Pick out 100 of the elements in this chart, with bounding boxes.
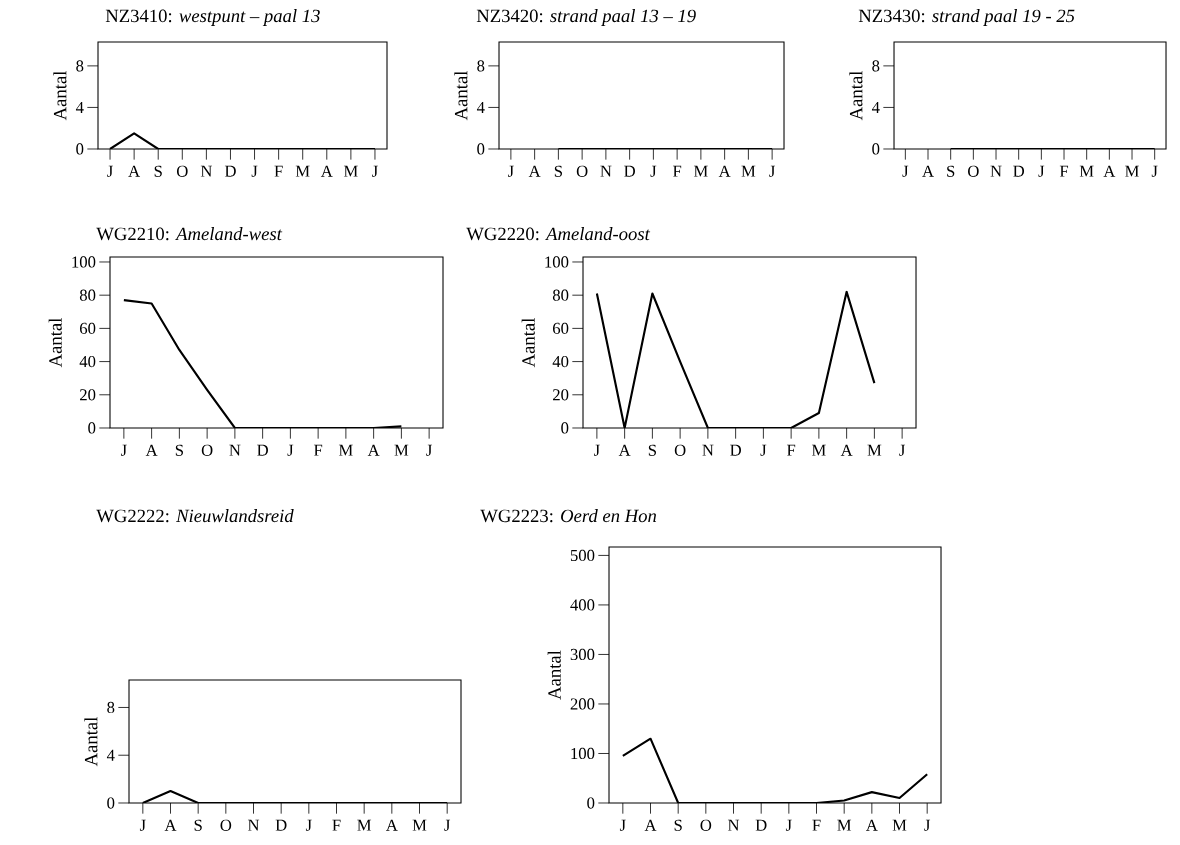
- x-tick-label: N: [990, 165, 1002, 177]
- y-axis-title: Aantal: [84, 716, 98, 767]
- x-tick-label: F: [786, 444, 796, 456]
- x-tick-label: O: [968, 165, 979, 177]
- x-tick-label: J: [251, 165, 258, 177]
- y-tick-label: 80: [552, 289, 569, 301]
- x-tick-label: M: [295, 165, 310, 177]
- x-tick-label: D: [224, 165, 236, 177]
- x-tick-label: M: [1079, 165, 1094, 177]
- x-tick-label: A: [528, 165, 541, 177]
- y-tick-label: 40: [552, 355, 569, 368]
- y-tick-label: 60: [553, 322, 569, 335]
- x-tick-label: O: [700, 819, 712, 831]
- x-tick-label: M: [412, 819, 427, 831]
- x-tick-label: D: [275, 819, 287, 831]
- x-tick-label: O: [176, 165, 188, 177]
- x-tick-label: D: [755, 819, 767, 831]
- y-tick-label: 100: [571, 747, 595, 760]
- x-tick-label: A: [840, 444, 853, 456]
- y-tick-label: 4: [476, 101, 485, 113]
- x-tick-label: J: [426, 444, 433, 456]
- x-tick-label: J: [287, 444, 294, 456]
- y-tick-label: 200: [570, 698, 595, 710]
- y-tick-label: 40: [79, 355, 96, 368]
- x-tick-label: J: [1038, 165, 1045, 177]
- x-tick-label: N: [200, 165, 213, 177]
- x-tick-label: A: [320, 165, 333, 177]
- x-tick-label: M: [343, 165, 358, 177]
- x-tick-label: A: [385, 819, 398, 831]
- x-tick-label: M: [338, 444, 353, 456]
- x-tick-label: N: [727, 819, 740, 831]
- x-tick-label: F: [332, 819, 341, 831]
- x-tick-label: J: [1151, 165, 1158, 177]
- x-tick-label: O: [576, 165, 588, 177]
- x-tick-label: S: [554, 165, 562, 177]
- x-tick-label: J: [305, 819, 312, 831]
- y-tick-label: 100: [545, 256, 569, 268]
- x-tick-label: N: [229, 444, 241, 456]
- x-tick-label: A: [618, 444, 631, 456]
- x-tick-label: S: [194, 819, 202, 831]
- x-tick-label: F: [812, 819, 821, 831]
- y-tick-label: 8: [477, 60, 485, 72]
- chart-title: NZ3410: westpunt – paal 13: [105, 9, 320, 26]
- x-tick-label: J: [139, 819, 146, 831]
- y-tick-label: 0: [107, 797, 115, 809]
- x-tick-label: A: [164, 819, 177, 831]
- y-tick-label: 80: [79, 289, 96, 301]
- x-tick-label: A: [865, 819, 878, 831]
- y-tick-label: 100: [72, 256, 96, 268]
- x-tick-label: A: [128, 165, 141, 177]
- y-axis-title: Aantal: [521, 317, 535, 368]
- x-tick-label: A: [718, 165, 731, 177]
- x-tick-label: A: [367, 444, 380, 456]
- x-tick-label: J: [899, 444, 906, 456]
- chart-title: NZ3430: strand paal 19 - 25: [858, 9, 1075, 26]
- y-tick-label: 0: [587, 797, 595, 809]
- y-tick-label: 0: [88, 422, 96, 434]
- x-tick-label: S: [947, 165, 955, 177]
- x-tick-label: J: [508, 165, 514, 177]
- chart-title: WG2210: Ameland-west: [96, 227, 283, 241]
- chart-title: WG2220: Ameland-oost: [466, 227, 651, 241]
- y-tick-label: 20: [553, 389, 569, 401]
- y-tick-label: 0: [477, 143, 485, 155]
- x-tick-label: S: [154, 165, 162, 177]
- x-tick-label: D: [257, 444, 268, 456]
- x-tick-label: J: [924, 819, 931, 831]
- y-tick-label: 8: [76, 60, 84, 72]
- x-tick-label: M: [1125, 165, 1139, 177]
- x-tick-label: D: [1013, 165, 1025, 177]
- x-tick-label: S: [648, 444, 656, 456]
- x-tick-label: M: [892, 819, 907, 831]
- y-tick-label: 0: [561, 422, 569, 434]
- x-tick-label: J: [760, 444, 767, 456]
- x-tick-label: N: [600, 165, 612, 177]
- y-tick-label: 400: [570, 599, 595, 611]
- x-tick-label: O: [674, 444, 686, 456]
- x-tick-label: M: [693, 165, 708, 177]
- x-tick-label: M: [357, 819, 372, 831]
- y-tick-label: 8: [872, 60, 880, 72]
- x-tick-label: F: [1059, 165, 1069, 177]
- y-axis-title: Aantal: [454, 70, 468, 121]
- x-tick-label: A: [922, 165, 934, 177]
- y-tick-label: 8: [107, 701, 115, 714]
- y-tick-label: 4: [106, 749, 115, 761]
- x-tick-label: D: [624, 165, 635, 177]
- x-tick-label: M: [394, 444, 409, 456]
- x-tick-label: J: [594, 444, 600, 456]
- y-axis-title: Aantal: [53, 70, 67, 121]
- x-tick-label: J: [785, 819, 792, 831]
- x-tick-label: A: [1103, 165, 1116, 177]
- x-tick-label: J: [107, 165, 113, 177]
- x-tick-label: J: [619, 819, 626, 831]
- x-tick-label: A: [644, 819, 657, 831]
- x-tick-label: J: [769, 165, 776, 177]
- x-tick-label: N: [702, 444, 714, 456]
- y-tick-label: 4: [871, 101, 880, 113]
- x-tick-label: F: [672, 165, 682, 177]
- y-axis-title: Aantal: [547, 650, 561, 700]
- x-tick-label: O: [220, 819, 232, 831]
- x-tick-label: S: [175, 444, 183, 456]
